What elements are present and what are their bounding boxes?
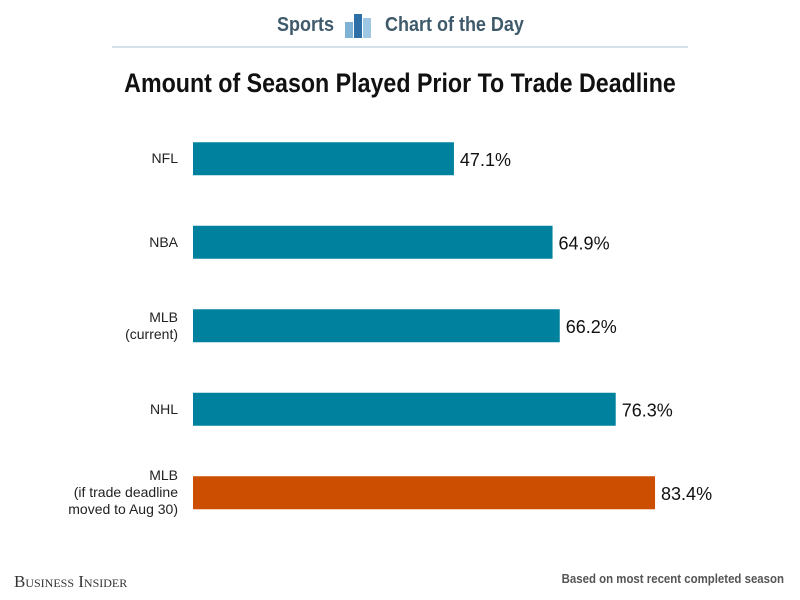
bar (193, 309, 560, 343)
category-label: NHL (149, 400, 178, 417)
category-label: NFL (151, 150, 178, 167)
category-label: MLB (current) (125, 308, 178, 342)
value-label: 64.9% (559, 233, 610, 253)
header-left: Sports (277, 14, 334, 36)
value-label: 83.4% (661, 484, 712, 504)
category-label: NBA (149, 233, 178, 250)
bar (193, 142, 454, 176)
bar (193, 476, 656, 510)
logo (363, 18, 371, 38)
logo (354, 14, 362, 38)
header-right: Chart of the Day (385, 14, 524, 36)
bar (193, 225, 553, 259)
logo (345, 22, 353, 38)
bar (193, 392, 616, 426)
chart-title: Amount of Season Played Prior To Trade D… (124, 68, 676, 98)
note: Based on most recent completed season (562, 571, 784, 586)
value-label: 47.1% (460, 150, 511, 170)
category-label: MLB (if trade deadline moved to Aug 30) (68, 467, 178, 518)
value-label: 66.2% (566, 317, 617, 337)
value-label: 76.3% (622, 400, 673, 420)
source: Business Insider (14, 572, 127, 591)
